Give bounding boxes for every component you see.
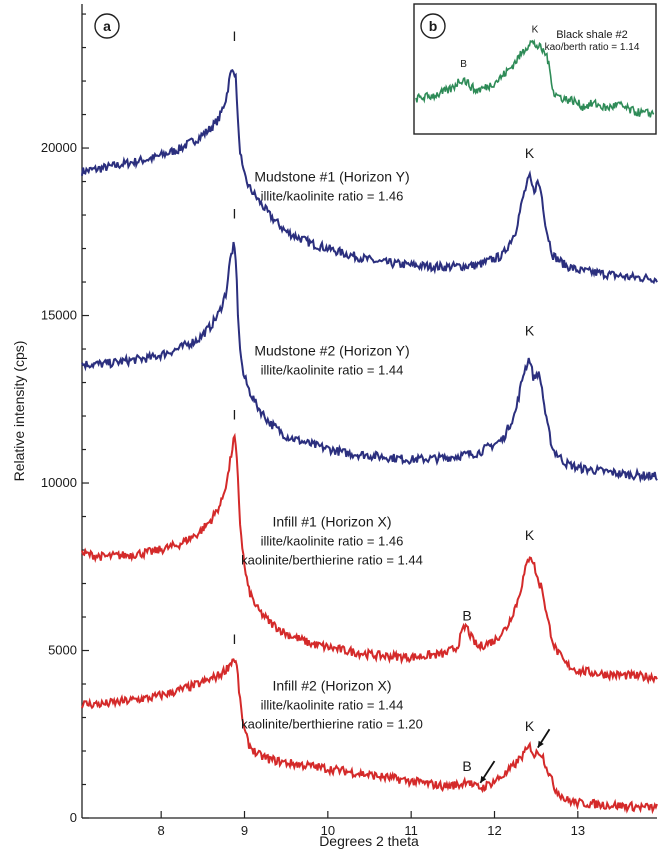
y-tick-label: 0: [70, 810, 77, 825]
peak-label: K: [525, 718, 535, 734]
inset-series-layer: [415, 38, 655, 118]
inset-title: Black shale #2: [556, 29, 628, 41]
series-annotation: Infill #1 (Horizon X): [272, 514, 391, 530]
panel-b-tag: b: [429, 18, 438, 34]
peak-label: I: [233, 406, 237, 422]
series-annotation: illite/kaolinite ratio = 1.44: [261, 363, 404, 378]
y-tick-label: 5000: [48, 643, 77, 658]
peak-label: K: [525, 527, 535, 543]
series-annotation: Mudstone #2 (Horizon Y): [254, 343, 409, 359]
x-tick-label: 12: [487, 823, 501, 838]
panel-b-tag-circle: [420, 13, 446, 39]
peak-label: I: [233, 631, 237, 647]
inset-labels-layer: BK: [460, 25, 538, 70]
series-annotation: kaolinite/berthierine ratio = 1.44: [241, 553, 423, 568]
labels-layer: I K Mudstone #1 (Horizon Y) illite/kaolinit…: [233, 28, 551, 784]
y-tick-label: 20000: [41, 140, 77, 155]
series-annotation: illite/kaolinite ratio = 1.46: [261, 189, 404, 204]
panel-a-tag: a: [103, 18, 111, 34]
series-annotation: Infill #2 (Horizon X): [272, 678, 391, 694]
arrow-head: [480, 775, 487, 783]
inset-panel: b BK Black shale #2 kao/berth ratio = 1.…: [413, 3, 657, 135]
inset-frame: [413, 3, 657, 135]
peak-label: B: [462, 758, 471, 774]
peak-label: I: [233, 205, 237, 221]
peak-label: K: [525, 323, 535, 339]
inset-peak-label: B: [460, 59, 467, 70]
x-tick-label: 9: [241, 823, 248, 838]
series-line: [81, 658, 658, 815]
series-annotation: Mudstone #1 (Horizon Y): [254, 169, 409, 185]
y-tick-label: 10000: [41, 475, 77, 490]
axis-ticks: 8 9 10 11 12 13 0 5000 10000 15000 20000: [41, 13, 585, 838]
inset-series-line: [415, 38, 655, 118]
main-chart-panel: 8 9 10 11 12 13 0 5000 10000 15000 20000 I K Mudston…: [11, 4, 658, 849]
series-line: [81, 68, 658, 285]
series-line: [81, 241, 658, 484]
panel-a-tag-circle: [94, 13, 120, 39]
series-annotation: kaolinite/berthierine ratio = 1.20: [241, 717, 423, 732]
x-axis-title: Degrees 2 theta: [319, 833, 419, 849]
x-tick-label: 11: [404, 823, 418, 838]
peak-label: K: [525, 145, 535, 161]
y-tick-label: 15000: [41, 308, 77, 323]
arrow-head: [537, 740, 544, 748]
series-annotation: illite/kaolinite ratio = 1.44: [261, 698, 404, 713]
series-line: [81, 432, 658, 685]
series-annotation: illite/kaolinite ratio = 1.46: [261, 534, 404, 549]
x-tick-label: 8: [158, 823, 165, 838]
y-axis-title: Relative intensity (cps): [11, 341, 27, 482]
series-layer: [81, 68, 658, 815]
peak-label: I: [233, 28, 237, 44]
x-tick-label: 10: [321, 823, 335, 838]
inset-ratio: kao/berth ratio = 1.14: [545, 42, 640, 53]
inset-peak-label: K: [532, 25, 539, 36]
peak-label: B: [462, 607, 471, 623]
x-tick-label: 13: [571, 823, 585, 838]
